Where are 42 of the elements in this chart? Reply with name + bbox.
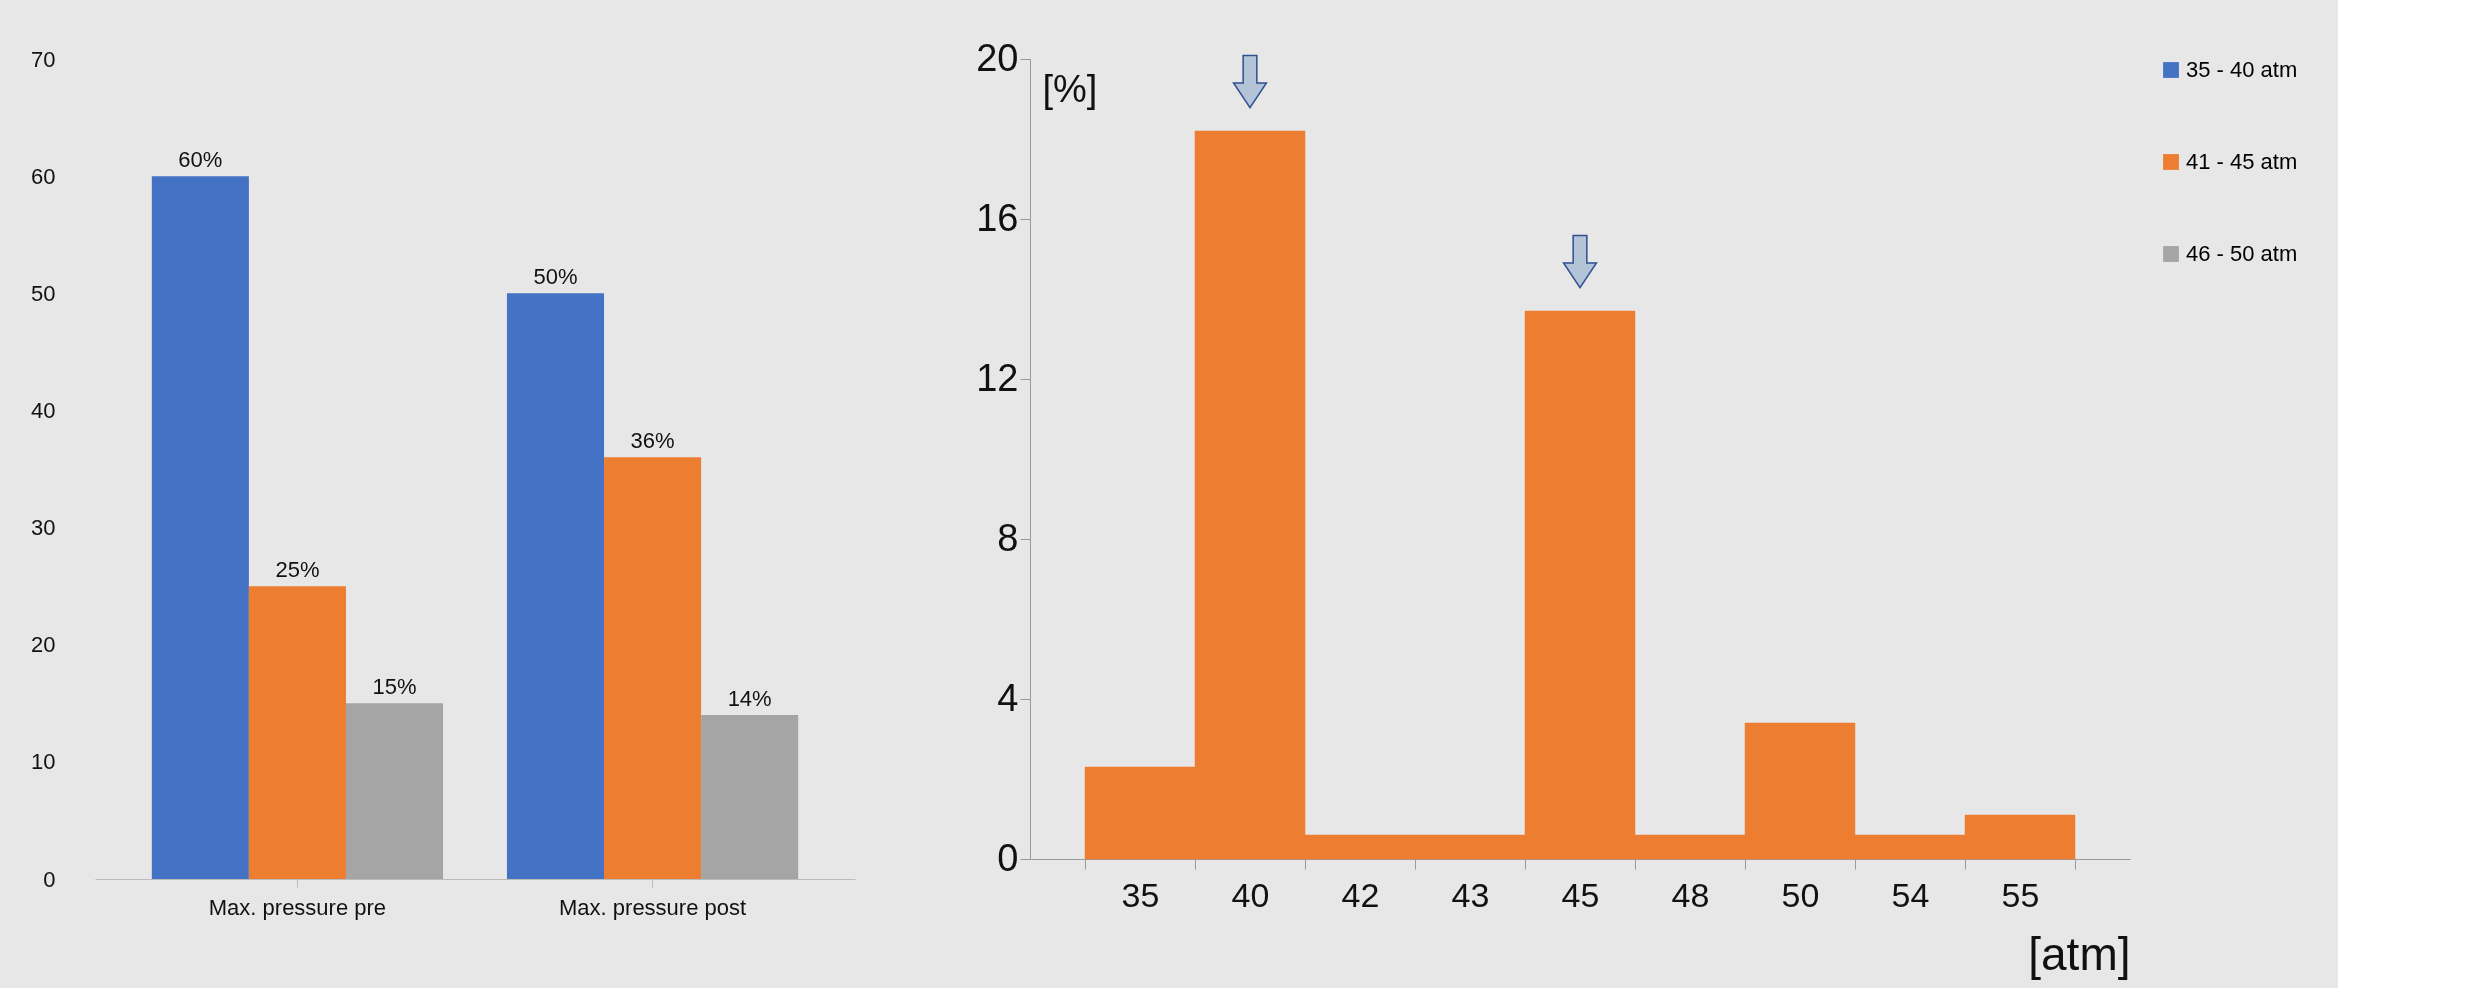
x-tick-label: 54 [1891, 875, 1930, 914]
x-tick-label: 48 [1671, 875, 1710, 914]
bar [345, 703, 444, 879]
legend-label: 41 - 45 atm [2186, 149, 2298, 174]
data-label: 36% [630, 428, 675, 454]
legend-label: 35 - 40 atm [2186, 57, 2298, 82]
data-label: 15% [372, 674, 417, 700]
data-label: 50% [533, 264, 578, 290]
x-tick-label: 55 [2001, 875, 2040, 914]
x-tick-label: Max. pressure post [559, 894, 747, 920]
y-tick-label: 0 [997, 836, 1019, 879]
data-label: 25% [275, 557, 320, 583]
x-tick-label: 35 [1121, 875, 1160, 914]
y-tick-label: 8 [997, 516, 1019, 559]
bar [701, 715, 799, 879]
y-tick-label: 20 [31, 632, 56, 658]
x-tick-label: 42 [1341, 875, 1380, 914]
y-tick-label: 4 [997, 676, 1019, 719]
data-label: 14% [727, 686, 772, 711]
x-axis-title: [atm] [2028, 927, 2131, 980]
bar [506, 293, 605, 879]
y-tick-label: 70 [31, 46, 56, 72]
bar [248, 586, 346, 879]
y-tick-label: 0 [43, 866, 56, 892]
y-axis-title: [%] [1042, 67, 1098, 110]
y-tick-label: 10 [31, 749, 56, 775]
y-tick-label: 30 [31, 515, 56, 541]
y-tick-label: 12 [976, 356, 1019, 399]
y-tick-label: 16 [976, 196, 1019, 239]
bar [604, 457, 702, 879]
y-tick-label: 40 [31, 397, 56, 423]
bar [151, 176, 249, 879]
x-tick-label: 45 [1561, 875, 1600, 914]
y-tick-label: 50 [31, 280, 56, 306]
legend-label: 46 - 50 atm [2186, 241, 2298, 266]
x-tick-label: Max. pressure pre [208, 894, 387, 920]
y-tick-label: 20 [976, 36, 1019, 79]
x-tick-label: 50 [1781, 875, 1820, 914]
data-label: 60% [178, 147, 223, 173]
x-tick-label: 40 [1231, 875, 1270, 914]
x-tick-label: 43 [1451, 875, 1490, 914]
y-tick-label: 60 [31, 163, 56, 189]
